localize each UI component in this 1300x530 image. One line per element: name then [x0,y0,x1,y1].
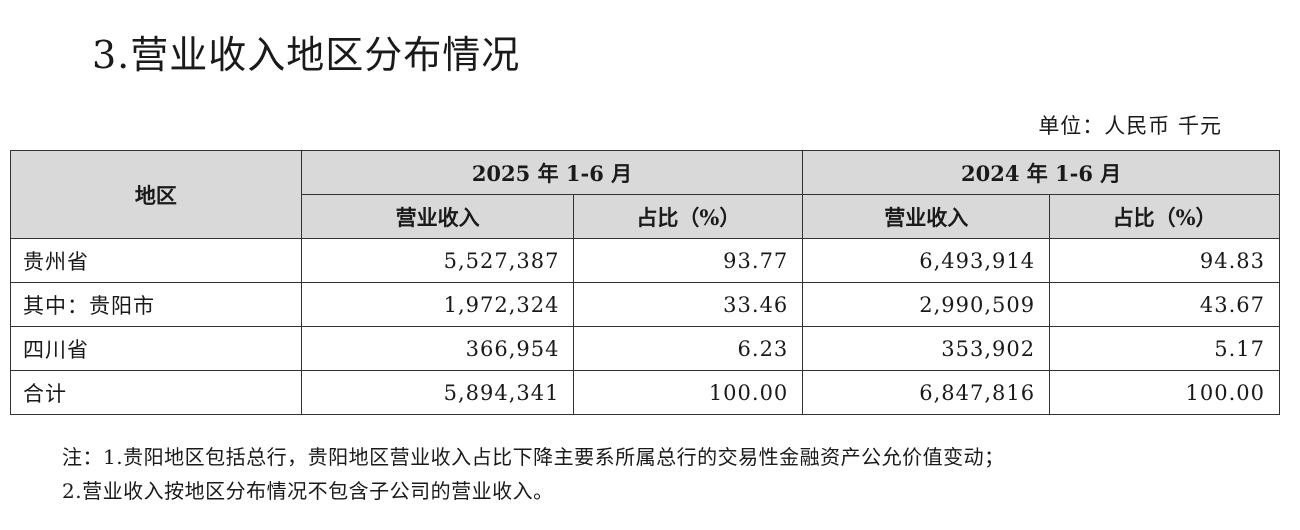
header-period-2024: 2024 年 1-6 月 [802,150,1280,195]
cell-revenue-2025: 5,894,341 [300,370,575,415]
cell-share-2024: 100.00 [1049,370,1280,415]
header-period-2025: 2025 年 1-6 月 [300,150,804,195]
header-row-columns: 营业收入 占比（%） 营业收入 占比（%） [11,194,1280,239]
footnote-line-1: 注：1.贵阳地区包括总行，贵阳地区营业收入占比下降主要系所属总行的交易性金融资产… [62,445,1005,469]
header-revenue-2024: 营业收入 [802,194,1051,239]
header-revenue-2025: 营业收入 [300,194,575,239]
cell-share-2025: 6.23 [573,326,804,371]
unit-label: 单位：人民币 千元 [1038,114,1222,138]
footnote-line-2: 2.营业收入按地区分布情况不包含子公司的营业收入。 [62,479,554,503]
cell-region: 其中：贵阳市 [10,282,302,327]
cell-share-2025: 93.77 [573,238,804,283]
cell-region: 合计 [10,370,302,415]
header-row-periods: 地区 2025 年 1-6 月 2024 年 1-6 月 [10,150,1280,239]
table-row-guiyang: 其中：贵阳市 1,972,324 33.46 2,990,509 43.67 [10,282,1280,327]
header-share-2025: 占比（%） [573,194,804,239]
cell-revenue-2024: 2,990,509 [802,282,1051,327]
cell-revenue-2025: 1,972,324 [300,282,575,327]
cell-share-2024: 94.83 [1049,238,1280,283]
cell-revenue-2024: 353,902 [802,326,1051,371]
cell-revenue-2024: 6,847,816 [802,370,1051,415]
footnotes: 注：1.贵阳地区包括总行，贵阳地区营业收入占比下降主要系所属总行的交易性金融资产… [62,440,1005,508]
cell-share-2025: 100.00 [573,370,804,415]
cell-revenue-2025: 366,954 [300,326,575,371]
header-region: 地区 [10,150,302,239]
cell-revenue-2025: 5,527,387 [300,238,575,283]
cell-share-2025: 33.46 [573,282,804,327]
header-share-2024: 占比（%） [1049,194,1280,239]
cell-revenue-2024: 6,493,914 [802,238,1051,283]
cell-share-2024: 43.67 [1049,282,1280,327]
revenue-region-table: 地区 2025 年 1-6 月 2024 年 1-6 月 营业收入 占比（%） … [10,150,1280,415]
table-row-guizhou: 贵州省 5,527,387 93.77 6,493,914 94.83 [10,238,1280,283]
cell-region: 贵州省 [10,238,302,283]
page-title: 3.营业收入地区分布情况 [92,33,521,77]
table-row-sichuan: 四川省 366,954 6.23 353,902 5.17 [10,326,1280,371]
table-row-total: 合计 5,894,341 100.00 6,847,816 100.00 [10,370,1280,415]
cell-region: 四川省 [10,326,302,371]
cell-share-2024: 5.17 [1049,326,1280,371]
